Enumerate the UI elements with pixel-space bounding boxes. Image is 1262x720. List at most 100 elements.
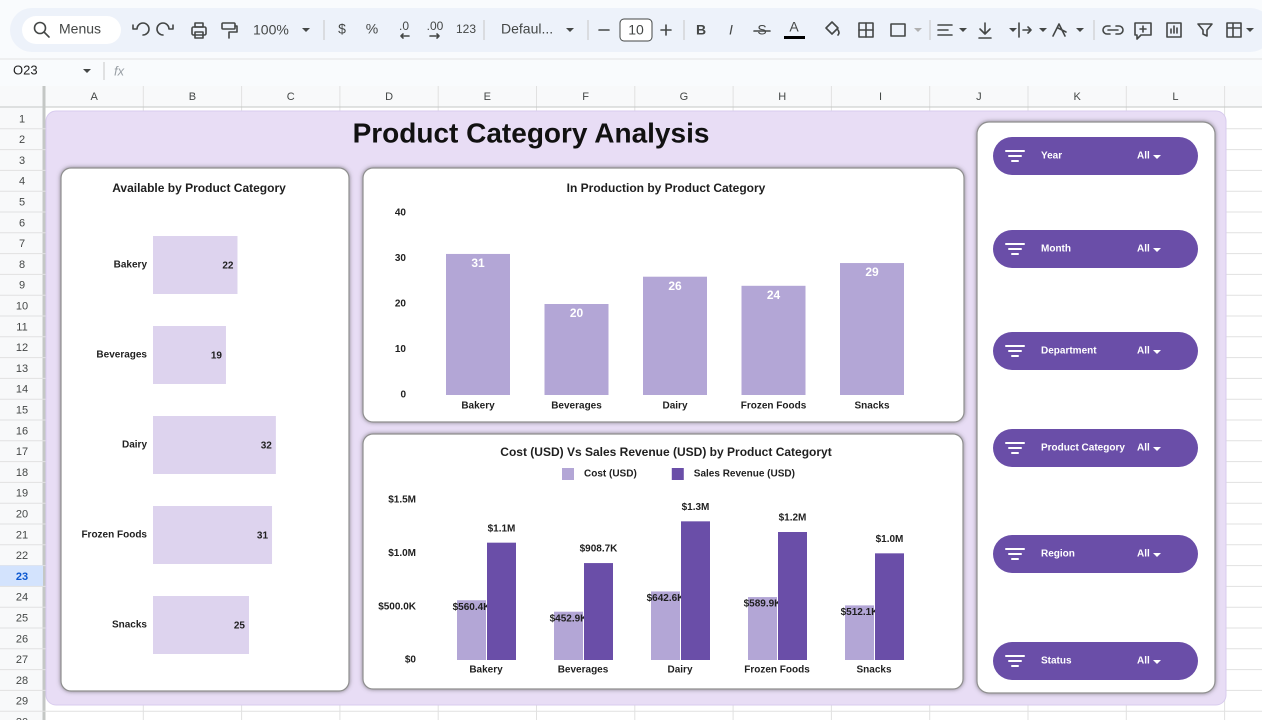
menus-label[interactable]: Menus [59, 21, 101, 37]
undo-icon[interactable] [132, 22, 150, 36]
row-header[interactable]: 10 [16, 301, 28, 313]
column-header[interactable]: E [484, 91, 491, 103]
font-size-increase[interactable] [660, 24, 672, 36]
font-family[interactable]: Defaul... [501, 21, 553, 37]
column-header[interactable]: C [287, 91, 295, 103]
row-header[interactable]: 16 [16, 425, 28, 437]
rotate-button[interactable] [1052, 23, 1067, 37]
filter-button[interactable] [1197, 23, 1213, 37]
row-header[interactable]: 5 [19, 197, 25, 209]
slicer-button[interactable] [993, 535, 1198, 573]
row-header[interactable]: 4 [19, 176, 25, 188]
column-header[interactable]: I [879, 91, 882, 103]
column-header[interactable]: K [1073, 91, 1081, 103]
column-header[interactable]: A [90, 91, 98, 103]
slicer-button[interactable] [993, 230, 1198, 268]
column-header[interactable]: G [680, 91, 689, 103]
slicer-value[interactable]: All [1137, 443, 1150, 454]
slicer-value[interactable]: All [1137, 346, 1150, 357]
slicer-button[interactable] [993, 429, 1198, 467]
font-caret[interactable] [566, 28, 574, 32]
slicer-label[interactable]: Month [1041, 244, 1071, 255]
row-header[interactable]: 20 [16, 509, 28, 521]
slicer-caret[interactable] [1153, 660, 1161, 664]
strikethrough-button[interactable]: S [757, 22, 766, 38]
row-header[interactable]: 23 [16, 571, 28, 583]
slicer-button[interactable] [993, 332, 1198, 370]
column-header[interactable]: B [189, 91, 196, 103]
row-header[interactable]: 27 [16, 654, 28, 666]
number-format[interactable]: 123 [456, 22, 476, 36]
row-header[interactable]: 19 [16, 488, 28, 500]
increase-decimal[interactable]: .00 [427, 19, 444, 33]
wrap-button[interactable] [1018, 22, 1032, 38]
row-header[interactable]: 28 [16, 675, 28, 687]
slicer-label[interactable]: Status [1041, 656, 1072, 667]
slicer-label[interactable]: Year [1041, 151, 1062, 162]
slicer-label[interactable]: Department [1041, 346, 1097, 357]
merge-button[interactable] [890, 23, 906, 37]
column-header[interactable]: J [976, 91, 982, 103]
column-header[interactable]: L [1172, 91, 1178, 103]
decrease-decimal[interactable]: .0 [399, 19, 409, 33]
slicer-button[interactable] [993, 642, 1198, 680]
italic-button[interactable]: I [729, 22, 733, 38]
slicer-value[interactable]: All [1137, 549, 1150, 560]
slicer-button[interactable] [993, 137, 1198, 175]
row-header[interactable]: 12 [16, 342, 28, 354]
zoom-caret[interactable] [302, 28, 310, 32]
table-button[interactable] [1226, 22, 1242, 38]
text-color-button[interactable]: A [789, 19, 799, 35]
redo-icon[interactable] [156, 22, 174, 36]
font-size-box[interactable] [619, 18, 653, 42]
row-header[interactable]: 21 [16, 529, 28, 541]
row-header[interactable]: 2 [19, 134, 25, 146]
row-header[interactable]: 29 [16, 696, 28, 708]
row-header[interactable]: 3 [19, 155, 25, 167]
slicer-label[interactable]: Product Category [1041, 443, 1125, 454]
column-header[interactable]: H [778, 91, 786, 103]
zoom-level[interactable]: 100% [253, 22, 289, 38]
comment-button[interactable] [1134, 22, 1152, 40]
menus-search[interactable] [22, 16, 121, 44]
name-box-caret[interactable] [83, 69, 91, 73]
row-header[interactable]: 11 [16, 321, 27, 333]
slicer-value[interactable]: All [1137, 244, 1150, 255]
slicer-value[interactable]: All [1137, 151, 1150, 162]
row-header[interactable]: 7 [19, 238, 25, 250]
slicer-caret[interactable] [1153, 248, 1161, 252]
row-header[interactable]: 17 [16, 446, 28, 458]
row-header[interactable]: 8 [19, 259, 25, 271]
row-header[interactable]: 30 [16, 717, 28, 720]
slicer-caret[interactable] [1153, 350, 1161, 354]
font-size[interactable]: 10 [628, 22, 644, 38]
paint-format-icon[interactable] [221, 22, 238, 39]
align-button[interactable] [937, 24, 953, 36]
bold-button[interactable]: B [696, 22, 706, 38]
slicer-caret[interactable] [1153, 447, 1161, 451]
slicer-label[interactable]: Region [1041, 549, 1075, 560]
slicer-caret[interactable] [1153, 155, 1161, 159]
column-header[interactable]: F [582, 91, 589, 103]
row-header[interactable]: 24 [16, 592, 28, 604]
row-header[interactable]: 9 [19, 280, 25, 292]
row-header[interactable]: 15 [16, 405, 28, 417]
column-header[interactable]: D [385, 91, 393, 103]
row-header[interactable]: 22 [16, 550, 28, 562]
row-header[interactable]: 13 [16, 363, 28, 375]
slicer-value[interactable]: All [1137, 656, 1150, 667]
currency-format[interactable]: $ [338, 21, 346, 37]
slicer-caret[interactable] [1153, 553, 1161, 557]
chart-button[interactable] [1166, 22, 1182, 38]
row-header[interactable]: 25 [16, 613, 28, 625]
row-header[interactable]: 1 [19, 113, 25, 125]
link-button[interactable] [1102, 25, 1124, 35]
row-header[interactable]: 6 [19, 217, 25, 229]
name-box[interactable]: O23 [13, 62, 38, 77]
fill-color-button[interactable] [825, 21, 840, 36]
row-header[interactable]: 14 [16, 384, 28, 396]
row-header[interactable]: 18 [16, 467, 28, 479]
row-header[interactable]: 26 [16, 633, 28, 645]
percent-format[interactable]: % [366, 21, 378, 37]
print-icon[interactable] [191, 22, 207, 39]
